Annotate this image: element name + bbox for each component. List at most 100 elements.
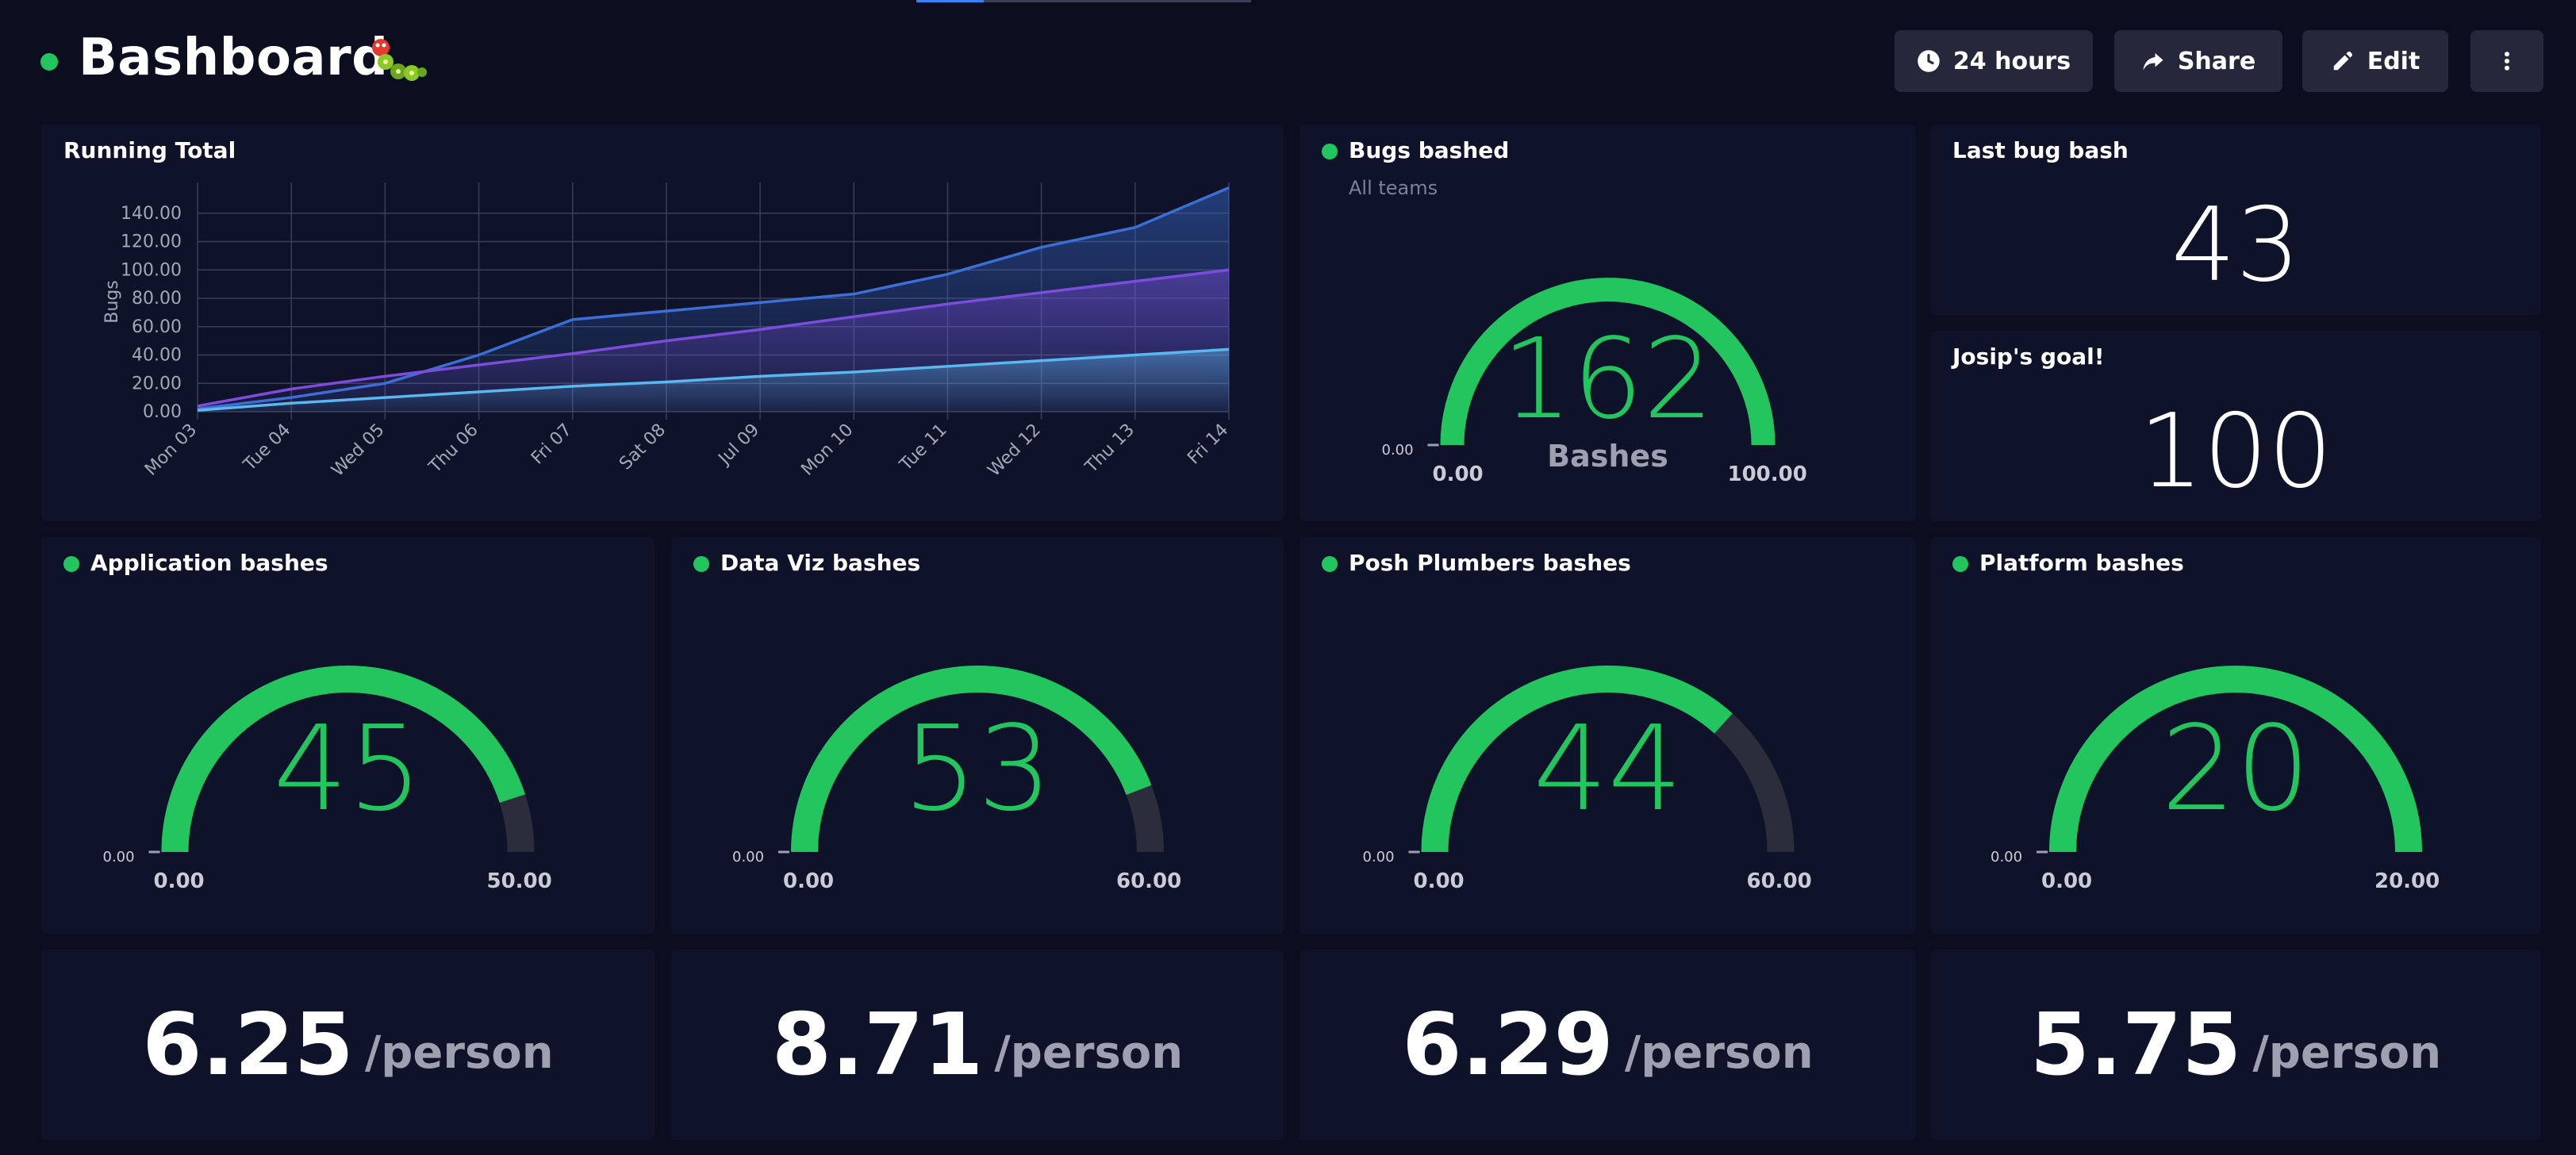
- x-tick-label: Tue 11: [896, 420, 951, 476]
- page-title: Bashboard: [79, 29, 389, 87]
- y-tick-label: 60.00: [132, 317, 182, 337]
- gauge-min-label: 0.00: [1413, 869, 1465, 893]
- gauge-min-label: 0.00: [2041, 869, 2093, 893]
- x-tick-label: Wed 05: [328, 420, 388, 481]
- status-dot: [63, 556, 79, 572]
- y-tick-label: 100.00: [121, 260, 182, 280]
- gauge-max-label: 20.00: [2374, 869, 2440, 893]
- gauge-min-label: 0.00: [153, 869, 205, 893]
- gauge-max-label: 50.00: [486, 869, 552, 893]
- platform-bashes-panel: Platform bashes 20 0.00 20.00 0.00: [1930, 537, 2541, 934]
- gauge-value: 53: [902, 700, 1053, 837]
- y-tick-label: 80.00: [132, 289, 182, 309]
- more-options-button[interactable]: [2470, 30, 2543, 92]
- top-scroll-indicator: [916, 0, 1251, 2]
- y-axis-label: Bugs: [102, 280, 122, 323]
- posh-plumbers-per-person-panel: 6.29/person: [1300, 950, 1916, 1140]
- x-tick-label: Thu 13: [1081, 420, 1138, 478]
- data-viz-bashes-gauge: 53 0.00 60.00 0.00: [671, 537, 1284, 934]
- posh-plumbers-bashes-gauge: 44 0.00 60.00 0.00: [1300, 537, 1916, 934]
- panel-title: Josip's goal!: [1952, 343, 2105, 370]
- dashboard-header: Bashboard 24 hours Share Edit: [0, 0, 2576, 119]
- share-label: Share: [2177, 47, 2256, 75]
- gauge-min-label: 0.00: [783, 869, 835, 893]
- per-person-value: 6.29: [1402, 995, 1614, 1095]
- x-tick-label: Tue 04: [240, 420, 295, 476]
- per-person-value: 5.75: [2029, 995, 2242, 1095]
- running-total-panel: Running Total 0.00 20.00 40.00 60.00 80.00 10…: [41, 125, 1284, 521]
- last-bug-bash-value: 43: [2171, 186, 2301, 305]
- kebab-menu-icon: [2505, 52, 2509, 71]
- application-bashes-panel: Application bashes 45 0.00 50.00 0.00: [41, 537, 655, 934]
- clock-icon: [1918, 50, 1940, 72]
- status-dot: [1322, 556, 1338, 572]
- gauge-max-label: 100.00: [1727, 462, 1807, 486]
- panel-title: Platform bashes: [1979, 550, 2184, 576]
- gauge-arc: [1427, 278, 1776, 447]
- status-dot: [1322, 144, 1338, 159]
- gauge-value: 162: [1501, 315, 1714, 444]
- gauge-unit-label: Bashes: [1547, 439, 1668, 474]
- gauge-max-label: 60.00: [1116, 869, 1182, 893]
- panel-title: Posh Plumbers bashes: [1349, 550, 1631, 576]
- gauge-arc: [148, 666, 535, 854]
- josip-goal-value: 100: [2138, 393, 2333, 511]
- application-bashes-gauge: 45 0.00 50.00 0.00: [41, 537, 655, 934]
- panel-title: Application bashes: [90, 550, 328, 576]
- series-line: [197, 268, 1230, 408]
- data-viz-bashes-panel: Data Viz bashes 53 0.00 60.00 0.00: [671, 537, 1284, 934]
- x-tick-label: Fri 14: [1184, 420, 1232, 469]
- gauge-threshold-label: 0.00: [1991, 849, 2023, 865]
- platform-bashes-gauge: 20 0.00 20.00 0.00: [1930, 537, 2541, 934]
- josip-goal-panel: Josip's goal! 100: [1930, 331, 2541, 521]
- y-tick-label: 0.00: [143, 402, 182, 422]
- series-line: [197, 347, 1230, 412]
- platform-per-person-panel: 5.75/person: [1930, 950, 2541, 1140]
- per-person-value: 6.25: [142, 995, 354, 1095]
- x-tick-label: Jul 09: [714, 420, 764, 470]
- time-range-label: 24 hours: [1952, 47, 2071, 75]
- bugs-bashed-panel: Bugs bashed All teams 162 0.00 100.00 0.00 B…: [1300, 125, 1916, 521]
- gauge-fill: [161, 666, 525, 853]
- gauge-arc: [1408, 666, 1795, 854]
- gauge-value: 45: [273, 700, 423, 837]
- gauge-arc: [2037, 666, 2422, 854]
- x-tick-label: Sat 08: [616, 420, 670, 474]
- status-dot: [40, 53, 58, 71]
- edit-label: Edit: [2367, 47, 2421, 75]
- series-line: [197, 186, 1230, 411]
- panel-title: Bugs bashed: [1349, 137, 1510, 163]
- posh-plumbers-bashes-panel: Posh Plumbers bashes 44 0.00 60.00 0.00: [1300, 537, 1916, 934]
- edit-button[interactable]: Edit: [2302, 30, 2448, 92]
- bugs-bashed-gauge: 162 0.00 100.00 0.00 Bashes: [1300, 125, 1916, 521]
- time-range-button[interactable]: 24 hours: [1895, 30, 2093, 92]
- gauge-value: 44: [1533, 700, 1683, 837]
- gauge-fill: [791, 666, 1152, 853]
- gauge-max-label: 60.00: [1746, 869, 1812, 893]
- caterpillar-icon: [372, 39, 427, 81]
- y-tick-label: 140.00: [121, 204, 182, 224]
- x-tick-label: Wed 12: [985, 420, 1045, 481]
- per-person-value: 8.71: [771, 995, 984, 1095]
- share-arrow-icon: [2143, 53, 2163, 71]
- gauge-fill: [2049, 666, 2422, 853]
- status-dot: [693, 556, 709, 572]
- pencil-icon: [2333, 52, 2352, 71]
- share-button[interactable]: Share: [2114, 30, 2282, 92]
- y-tick-label: 120.00: [121, 232, 182, 252]
- data-viz-per-person-panel: 8.71/person: [671, 950, 1284, 1140]
- gauge-threshold-label: 0.00: [102, 849, 135, 865]
- gauge-threshold-label: 0.00: [1362, 849, 1395, 865]
- x-tick-label: Mon 10: [797, 420, 857, 480]
- x-tick-label: Thu 06: [424, 420, 482, 478]
- panel-title: Running Total: [63, 137, 236, 163]
- gauge-fill: [1421, 666, 1733, 853]
- per-person-unit: /person: [1624, 1026, 1814, 1079]
- per-person-unit: /person: [2252, 1026, 2442, 1079]
- gauge-min-label: 0.00: [1432, 462, 1484, 486]
- application-per-person-panel: 6.25/person: [41, 950, 655, 1140]
- gauge-fill: [1440, 278, 1776, 446]
- panel-title: Last bug bash: [1952, 137, 2129, 163]
- last-bug-bash-panel: Last bug bash 43: [1930, 125, 2541, 315]
- per-person-unit: /person: [364, 1026, 554, 1079]
